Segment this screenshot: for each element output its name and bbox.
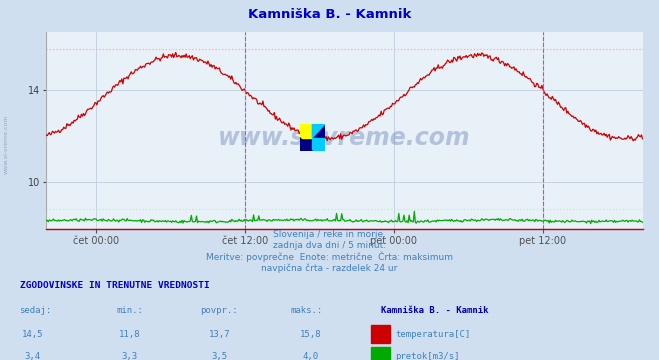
Bar	[300, 124, 312, 138]
Text: Kamniška B. - Kamnik: Kamniška B. - Kamnik	[381, 306, 489, 315]
Text: www.si-vreme.com: www.si-vreme.com	[218, 126, 471, 150]
Text: Kamniška B. - Kamnik: Kamniška B. - Kamnik	[248, 8, 411, 21]
Text: 14,5: 14,5	[22, 330, 43, 339]
Polygon shape	[312, 124, 325, 138]
Text: 3,3: 3,3	[121, 352, 137, 360]
Bar	[372, 325, 389, 343]
Bar	[372, 347, 389, 360]
Text: 11,8: 11,8	[119, 330, 140, 339]
Text: pretok[m3/s]: pretok[m3/s]	[395, 352, 460, 360]
Text: 3,5: 3,5	[212, 352, 228, 360]
Text: www.si-vreme.com: www.si-vreme.com	[4, 114, 9, 174]
Text: povpr.:: povpr.:	[200, 306, 238, 315]
Text: min.:: min.:	[117, 306, 143, 315]
Text: sedaj:: sedaj:	[20, 306, 52, 315]
Text: ZGODOVINSKE IN TRENUTNE VREDNOSTI: ZGODOVINSKE IN TRENUTNE VREDNOSTI	[20, 281, 210, 290]
Text: 15,8: 15,8	[299, 330, 321, 339]
Text: Slovenija / reke in morje.
zadnja dva dni / 5 minut.
Meritve: povprečne  Enote: : Slovenija / reke in morje. zadnja dva dn…	[206, 230, 453, 273]
Text: 3,4: 3,4	[24, 352, 40, 360]
Text: 4,0: 4,0	[302, 352, 318, 360]
Text: temperatura[C]: temperatura[C]	[395, 330, 471, 339]
Bar	[312, 138, 325, 151]
Text: maks.:: maks.:	[291, 306, 323, 315]
Text: 13,7: 13,7	[209, 330, 231, 339]
Polygon shape	[300, 138, 312, 151]
